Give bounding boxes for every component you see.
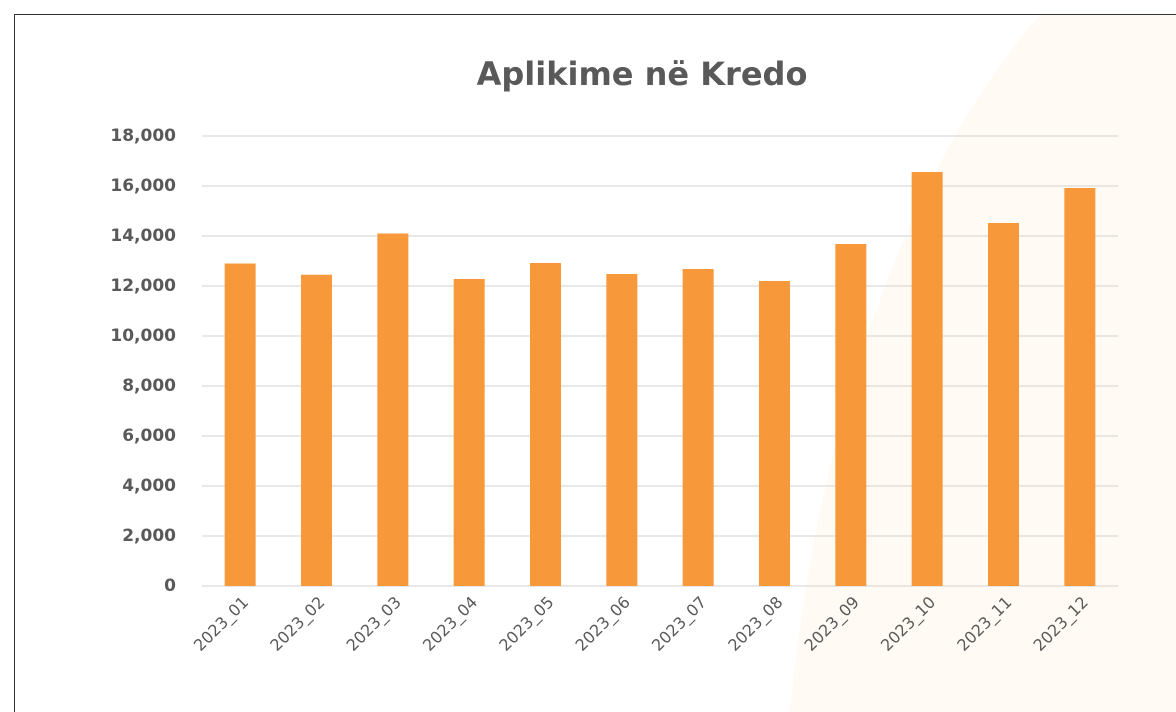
bar <box>301 274 332 586</box>
y-tick-label: 2,000 <box>122 526 176 546</box>
bar <box>988 223 1019 586</box>
bar <box>1064 188 1096 586</box>
bar <box>606 274 638 586</box>
y-tick-label: 0 <box>164 576 176 596</box>
bar <box>911 172 943 586</box>
y-tick-label: 6,000 <box>122 426 176 446</box>
y-tick-label: 16,000 <box>110 176 176 196</box>
y-tick-label: 10,000 <box>110 326 176 346</box>
y-tick-label: 8,000 <box>122 376 176 396</box>
bar <box>224 263 256 586</box>
y-tick-label: 14,000 <box>110 226 176 246</box>
bar <box>682 269 714 586</box>
bar <box>453 279 485 586</box>
bar <box>377 233 409 586</box>
y-tick-label: 18,000 <box>110 126 176 146</box>
y-tick-label: 4,000 <box>122 476 176 496</box>
y-tick-label: 12,000 <box>110 276 176 296</box>
bar <box>530 263 561 586</box>
chart-title: Aplikime në Kredo <box>477 55 808 93</box>
bar <box>759 281 790 586</box>
bar <box>835 244 867 586</box>
